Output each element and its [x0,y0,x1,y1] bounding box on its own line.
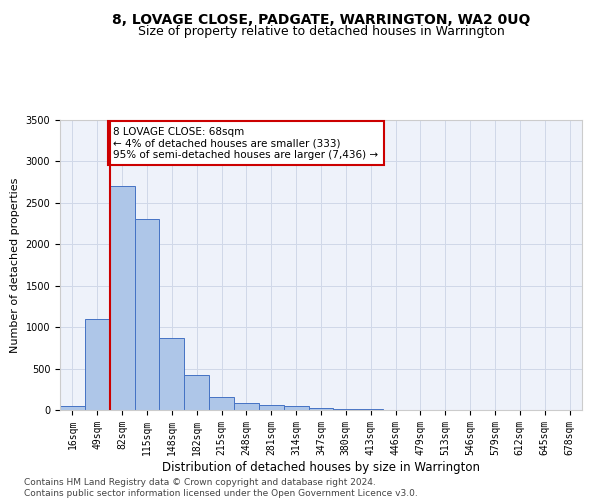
Text: 8, LOVAGE CLOSE, PADGATE, WARRINGTON, WA2 0UQ: 8, LOVAGE CLOSE, PADGATE, WARRINGTON, WA… [112,12,530,26]
Bar [334,409,358,410]
Text: 8 LOVAGE CLOSE: 68sqm
← 4% of detached houses are smaller (333)
95% of semi-deta: 8 LOVAGE CLOSE: 68sqm ← 4% of detached h… [113,126,379,160]
Bar [60,406,85,410]
Bar [134,220,160,410]
Text: Distribution of detached houses by size in Warrington: Distribution of detached houses by size … [162,461,480,474]
Bar [160,338,184,410]
Text: Contains HM Land Registry data © Crown copyright and database right 2024.
Contai: Contains HM Land Registry data © Crown c… [24,478,418,498]
Bar [85,319,110,410]
Bar [209,396,234,410]
Y-axis label: Number of detached properties: Number of detached properties [10,178,20,352]
Text: Size of property relative to detached houses in Warrington: Size of property relative to detached ho… [137,25,505,38]
Bar [259,405,284,410]
Bar [308,408,334,410]
Bar [184,375,209,410]
Bar [110,186,134,410]
Bar [234,402,259,410]
Bar [284,406,308,410]
